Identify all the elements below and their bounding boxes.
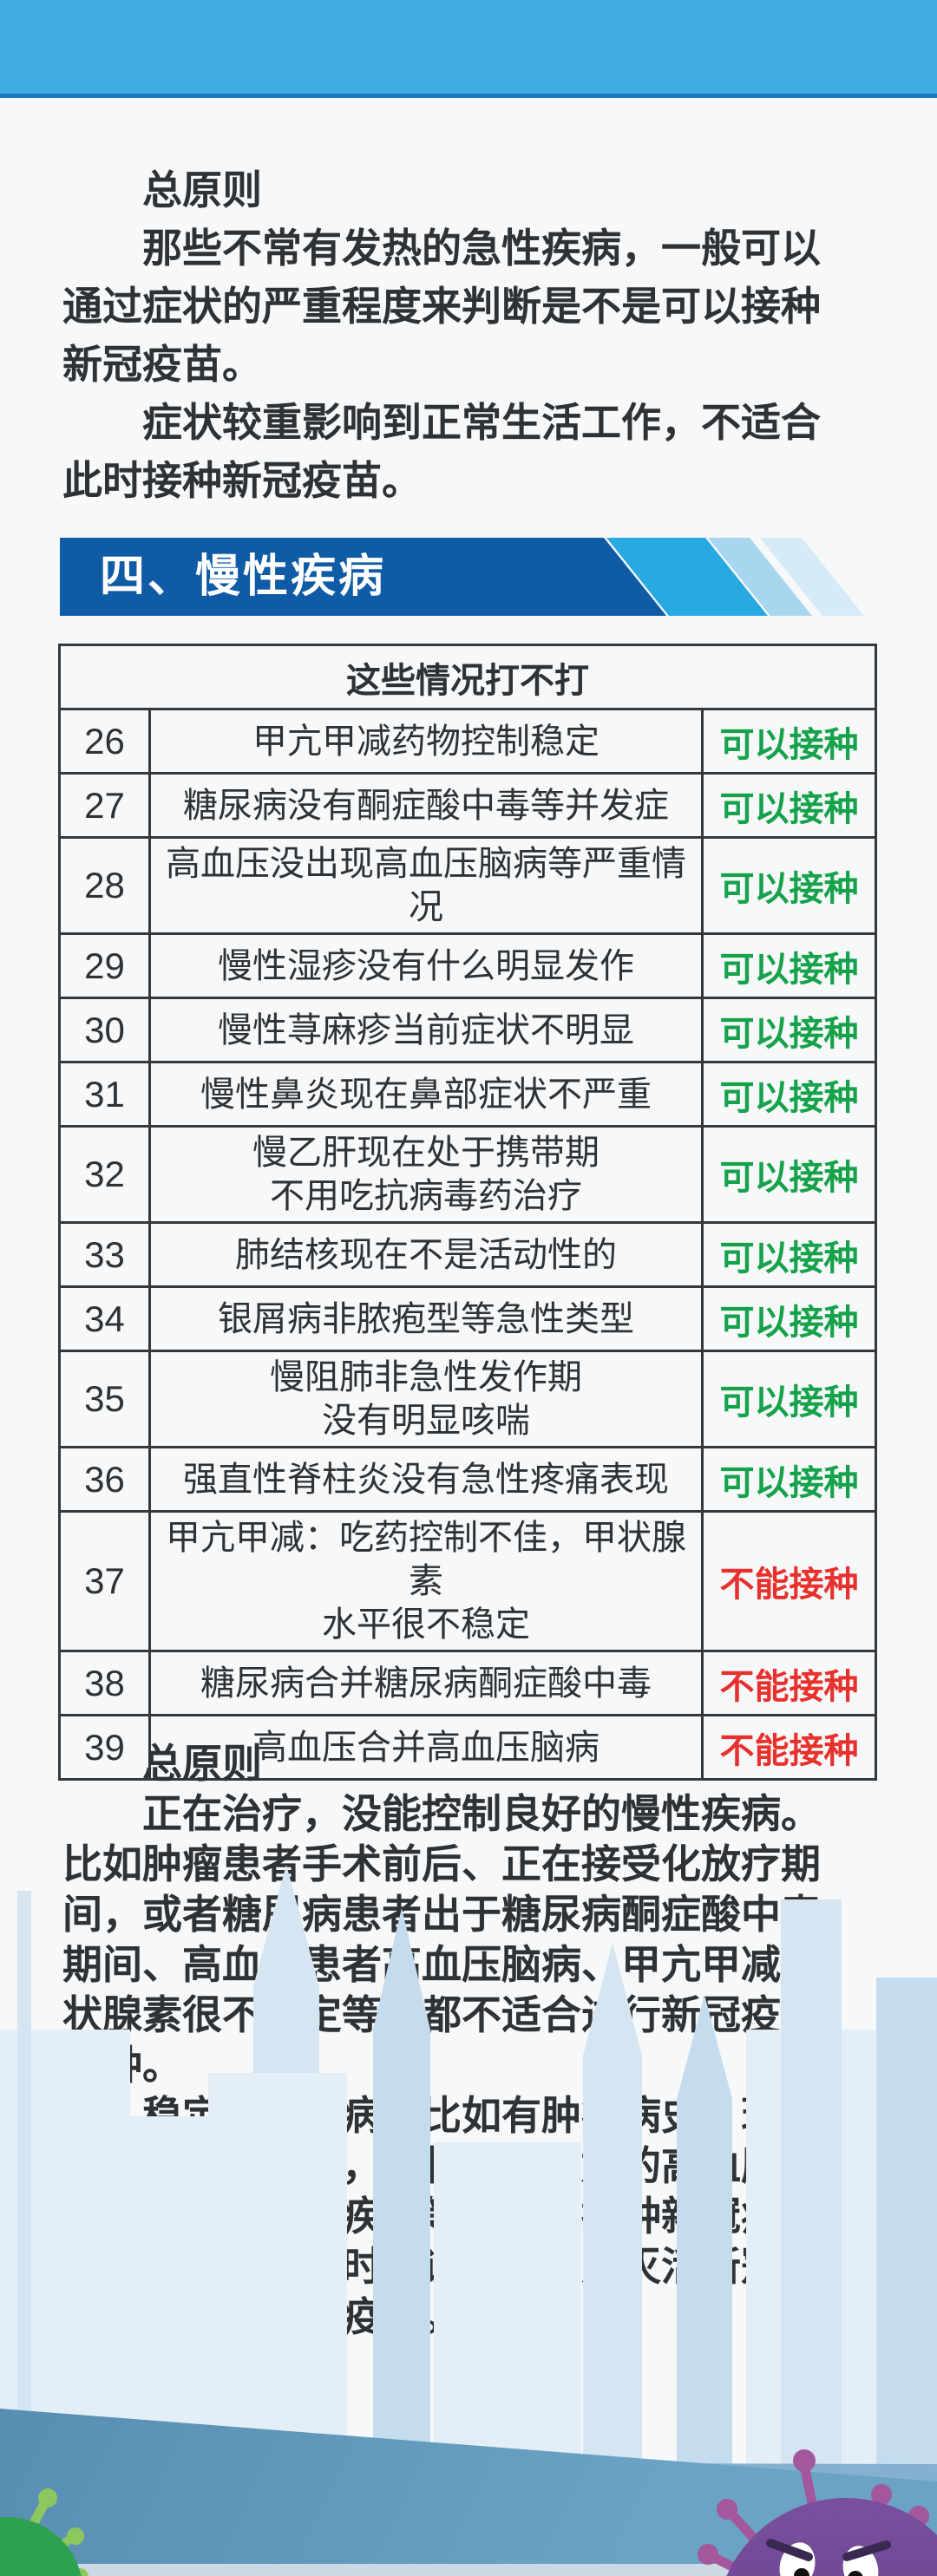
row-verdict: 可以接种: [701, 708, 877, 775]
row-verdict: 不能接种: [701, 1510, 877, 1652]
table-row: 26 甲亢甲减药物控制稳定 可以接种: [58, 708, 877, 775]
row-verdict: 可以接种: [701, 1446, 877, 1513]
row-verdict: 可以接种: [701, 1125, 877, 1224]
row-number: 33: [58, 1221, 151, 1288]
row-number: 27: [58, 772, 151, 839]
green-virus-icon: [0, 2488, 88, 2576]
table-row: 39 高血压合并高血压脑病 不能接种: [58, 1714, 877, 1781]
row-number: 32: [58, 1125, 151, 1224]
table-row: 37 甲亢甲减：吃药控制不佳，甲状腺素 水平很不稳定 不能接种: [58, 1510, 877, 1652]
row-condition: 甲亢甲减药物控制稳定: [148, 708, 704, 775]
row-condition: 慢性湿疹没有什么明显发作: [148, 932, 704, 999]
row-verdict: 可以接种: [701, 836, 877, 935]
row-verdict: 可以接种: [701, 1061, 877, 1128]
table-row: 28 高血压没出现高血压脑病等严重情况 可以接种: [58, 836, 877, 935]
table-row: 38 糖尿病合并糖尿病酮症酸中毒 不能接种: [58, 1650, 877, 1716]
row-verdict: 可以接种: [701, 772, 877, 839]
row-number: 38: [58, 1650, 151, 1716]
table-row: 29 慢性湿疹没有什么明显发作 可以接种: [58, 932, 877, 999]
table-row: 34 银屑病非脓疱型等急性类型 可以接种: [58, 1285, 877, 1352]
table-row: 35 慢阻肺非急性发作期 没有明显咳喘 可以接种: [58, 1350, 877, 1448]
table-row: 27 糖尿病没有酮症酸中毒等并发症 可以接种: [58, 772, 877, 839]
row-condition: 糖尿病合并糖尿病酮症酸中毒: [148, 1650, 704, 1716]
table-row: 32 慢乙肝现在处于携带期 不用吃抗病毒药治疗 可以接种: [58, 1125, 877, 1224]
section-header-bar: 四、慢性疾病: [60, 538, 666, 616]
row-condition: 高血压合并高血压脑病: [148, 1714, 704, 1781]
row-number: 31: [58, 1061, 151, 1128]
table-title-row: 这些情况打不打: [58, 644, 877, 710]
row-condition: 慢性荨麻疹当前症状不明显: [148, 997, 704, 1063]
row-condition: 甲亢甲减：吃药控制不佳，甲状腺素 水平很不稳定: [148, 1510, 704, 1652]
row-condition: 高血压没出现高血压脑病等严重情况: [148, 836, 704, 935]
table-row: 36 强直性脊柱炎没有急性疼痛表现 可以接种: [58, 1446, 877, 1513]
row-number: 26: [58, 708, 151, 775]
row-verdict: 可以接种: [701, 1285, 877, 1352]
row-number: 28: [58, 836, 151, 935]
table-title: 这些情况打不打: [58, 644, 877, 710]
row-condition: 银屑病非脓疱型等急性类型: [148, 1285, 704, 1352]
row-number: 35: [58, 1350, 151, 1448]
row-number: 36: [58, 1446, 151, 1513]
row-verdict: 可以接种: [701, 997, 877, 1063]
row-condition: 肺结核现在不是活动性的: [148, 1221, 704, 1288]
table-row: 33 肺结核现在不是活动性的 可以接种: [58, 1221, 877, 1288]
bottom-edge-strip: [0, 2564, 937, 2576]
table-row: 31 慢性鼻炎现在鼻部症状不严重 可以接种: [58, 1061, 877, 1128]
row-number: 37: [58, 1510, 151, 1652]
row-verdict: 可以接种: [701, 1221, 877, 1288]
top-banner: [0, 0, 937, 98]
row-number: 30: [58, 997, 151, 1063]
row-condition: 糖尿病没有酮症酸中毒等并发症: [148, 772, 704, 839]
conditions-table: 这些情况打不打 26 甲亢甲减药物控制稳定 可以接种 27 糖尿病没有酮症酸中毒…: [58, 644, 877, 1781]
row-condition: 慢乙肝现在处于携带期 不用吃抗病毒药治疗: [148, 1125, 704, 1224]
row-verdict: 不能接种: [701, 1714, 877, 1781]
intro-paragraphs: 总原则 那些不常有发热的急性疾病，一般可以 通过症状的严重程度来判断是不是可以接…: [62, 167, 821, 503]
row-number: 39: [58, 1714, 151, 1781]
row-condition: 慢阻肺非急性发作期 没有明显咳喘: [148, 1350, 704, 1448]
purple-virus-icon: [698, 2449, 937, 2576]
row-verdict: 可以接种: [701, 932, 877, 999]
row-number: 29: [58, 932, 151, 999]
row-verdict: 可以接种: [701, 1350, 877, 1448]
row-condition: 强直性脊柱炎没有急性疼痛表现: [148, 1446, 704, 1513]
section-title: 四、慢性疾病: [100, 552, 387, 602]
row-condition: 慢性鼻炎现在鼻部症状不严重: [148, 1061, 704, 1128]
row-verdict: 不能接种: [701, 1650, 877, 1716]
table-row: 30 慢性荨麻疹当前症状不明显 可以接种: [58, 997, 877, 1063]
row-number: 34: [58, 1285, 151, 1352]
